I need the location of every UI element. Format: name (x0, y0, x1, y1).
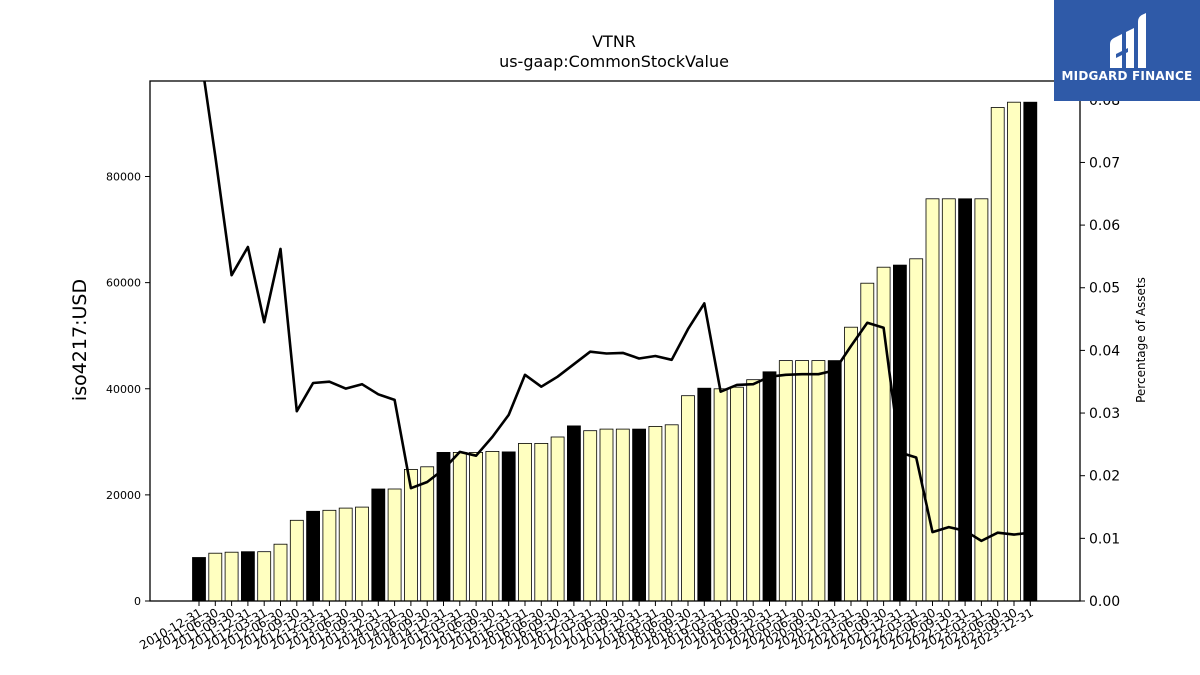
y-tick-label: 20000 (106, 489, 141, 502)
y-tick-label: 60000 (106, 277, 141, 290)
bar (338, 507, 353, 602)
bar (501, 451, 516, 602)
bar (844, 326, 858, 602)
bar (827, 360, 842, 602)
percentage-line (203, 81, 1031, 543)
bar (224, 551, 239, 602)
bar (583, 430, 598, 602)
bar (534, 442, 549, 602)
bar (436, 451, 451, 602)
bar (518, 442, 532, 602)
bar (990, 107, 1005, 602)
bar (208, 552, 223, 602)
y2-tick-label: 0.07 (1089, 155, 1120, 171)
bar (713, 388, 728, 602)
bar (550, 436, 565, 602)
bar (1023, 101, 1038, 602)
chart-title: VTNR (592, 32, 636, 51)
bar (697, 387, 712, 602)
bar (648, 425, 663, 602)
chart-subtitle: us-gaap:CommonStockValue (499, 52, 729, 71)
bar (289, 519, 304, 602)
y2-tick-label: 0.01 (1089, 531, 1120, 547)
bar-series (192, 101, 1038, 602)
bar (469, 451, 484, 602)
y-tick-label: 0 (134, 595, 141, 608)
line-series (203, 81, 1031, 543)
y-axis-label: iso4217:USD (69, 278, 91, 402)
bar (909, 258, 924, 602)
bar (567, 425, 581, 602)
bar (599, 428, 614, 602)
bar (762, 371, 777, 602)
bar (941, 198, 956, 602)
logo-mark-icon (1110, 13, 1146, 68)
bar (273, 543, 288, 602)
y-tick-label: 40000 (106, 383, 141, 396)
y2-tick-label: 0.06 (1089, 218, 1120, 234)
bar (925, 198, 940, 602)
y2-tick-label: 0.02 (1089, 469, 1120, 485)
bar (371, 488, 386, 602)
bar (240, 551, 255, 602)
bar (420, 466, 435, 602)
bar (355, 506, 369, 602)
y2-tick-label: 0.04 (1089, 343, 1120, 359)
y-tick-label: 80000 (106, 171, 141, 184)
bar (387, 488, 402, 602)
y2-tick-label: 0.00 (1089, 594, 1120, 610)
plot-frame (149, 80, 1081, 602)
bar (192, 557, 206, 602)
logo-text: MIDGARD FINANCE (1061, 69, 1193, 83)
bar (452, 451, 467, 602)
bar (876, 266, 891, 602)
bar (681, 395, 695, 602)
y2-tick-label: 0.05 (1089, 281, 1120, 297)
bar (778, 360, 793, 602)
bar (893, 264, 907, 602)
bar (306, 510, 321, 602)
axes: 0 20000 40000 60000 80000 0.00 0.01 0.02 0.03 0.0… (106, 80, 1120, 652)
bar (257, 551, 272, 602)
y2-axis-label: Percentage of Assets (1134, 277, 1148, 403)
bar (795, 360, 809, 602)
y2-tick-label: 0.03 (1089, 406, 1120, 422)
bar (632, 428, 646, 602)
bar (615, 428, 630, 602)
brand-logo: MIDGARD FINANCE (1054, 0, 1200, 101)
bar (1007, 101, 1021, 602)
bar (958, 198, 972, 602)
bar (746, 379, 761, 602)
bar (811, 360, 826, 602)
bar (322, 509, 337, 602)
bar (730, 386, 744, 602)
bar (485, 450, 500, 602)
bar (664, 424, 679, 602)
